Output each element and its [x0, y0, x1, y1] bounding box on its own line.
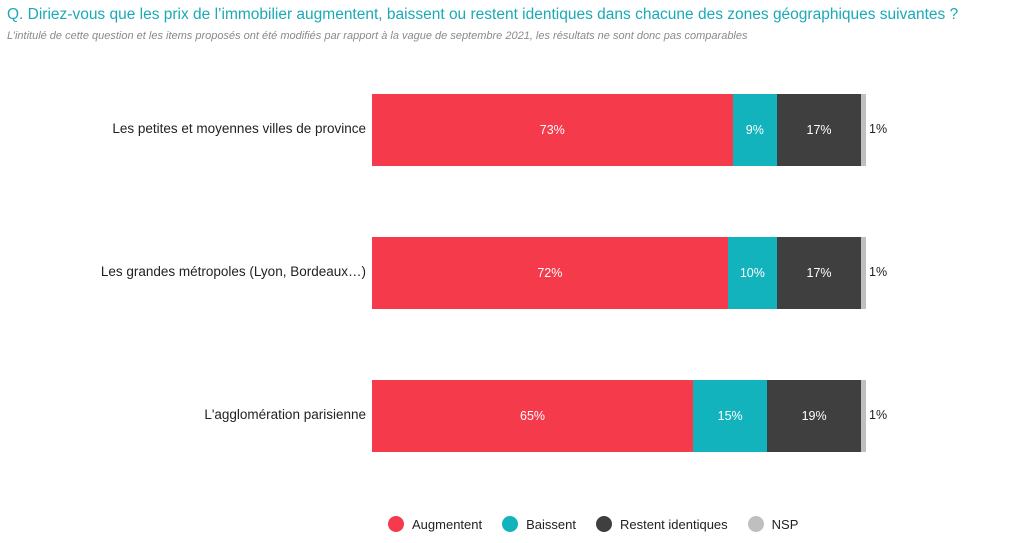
data-label: 19%: [801, 409, 827, 423]
bar-segment-nsp: [861, 237, 866, 309]
data-label-outside: 1%: [869, 408, 888, 422]
legend-item: Restent identiques: [595, 516, 728, 532]
data-label: 73%: [539, 123, 565, 137]
data-label: 65%: [520, 409, 546, 423]
bar-segment-nsp: [861, 94, 866, 166]
category-label: Les grandes métropoles (Lyon, Bordeaux…): [100, 264, 366, 279]
data-label-outside: 1%: [869, 122, 888, 136]
chart-legend: Augmentent Baissent Restent identiques NSP: [388, 516, 818, 532]
stacked-bar: 72% 10% 17%: [372, 237, 866, 309]
legend-swatch: [502, 516, 519, 532]
legend-item: Augmentent: [388, 516, 482, 532]
bar-segment-nsp: [861, 380, 866, 452]
bar-segment-augmentent: 65%: [372, 380, 694, 452]
data-label: 17%: [806, 266, 832, 280]
legend-item: Baissent: [502, 516, 576, 532]
legend-swatch: [388, 516, 404, 532]
stacked-bar: 73% 9% 17%: [372, 94, 866, 166]
methodology-note: L’intitulé de cette question et les item…: [7, 30, 748, 42]
legend-label: Baissent: [526, 516, 576, 532]
bar-segment-restent-identiques: 19%: [767, 380, 862, 452]
bar-segment-baissent: 9%: [732, 94, 778, 166]
data-label: 15%: [717, 409, 743, 423]
legend-label: NSP: [771, 516, 799, 532]
legend-label: Augmentent: [412, 516, 483, 532]
legend-item: NSP: [747, 516, 799, 532]
bar-segment-baissent: 10%: [727, 237, 778, 309]
stacked-bar: 65% 15% 19%: [372, 380, 866, 452]
bar-segment-baissent: 15%: [693, 380, 768, 452]
bar-segment-augmentent: 73%: [372, 94, 733, 166]
bar-segment-augmentent: 72%: [372, 237, 728, 309]
data-label: 17%: [806, 123, 832, 137]
legend-swatch: [747, 516, 764, 532]
question-title: Q. Diriez-vous que les prix de l’immobil…: [7, 6, 959, 23]
category-label: Les petites et moyennes villes de provin…: [112, 121, 366, 136]
bar-segment-restent-identiques: 17%: [777, 237, 862, 309]
bar-segment-restent-identiques: 17%: [777, 94, 862, 166]
category-label: L'agglomération parisienne: [204, 407, 366, 422]
data-label-outside: 1%: [869, 265, 888, 279]
data-label: 72%: [537, 266, 563, 280]
data-label: 10%: [739, 266, 765, 280]
legend-swatch: [595, 516, 612, 532]
data-label: 9%: [745, 123, 764, 137]
legend-label: Restent identiques: [619, 516, 728, 532]
